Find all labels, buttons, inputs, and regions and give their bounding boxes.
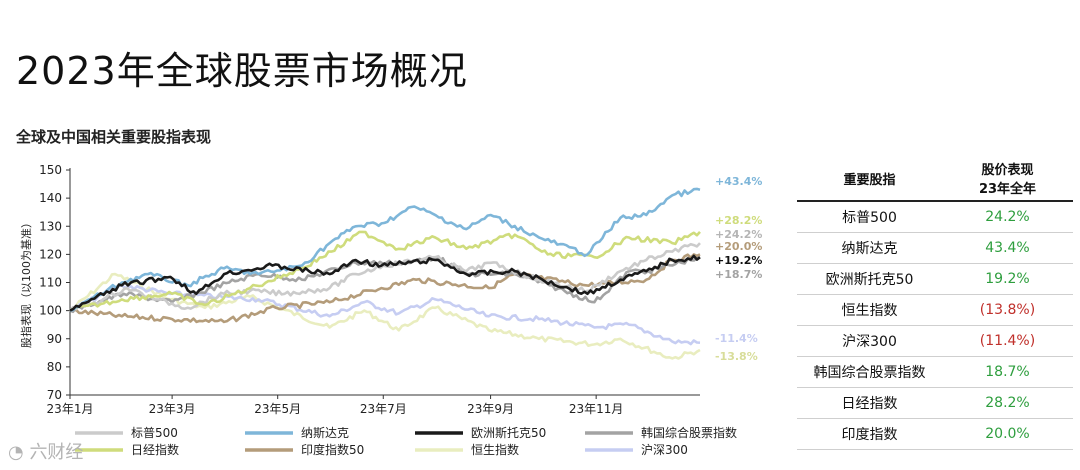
- table-row: 日经指数 28.2%: [797, 387, 1073, 419]
- table-row: 欧洲斯托克50 19.2%: [797, 263, 1073, 295]
- x-tick-label: 23年9月: [467, 402, 514, 416]
- legend-label: 日经指数: [131, 442, 179, 457]
- y-tick-label: 120: [39, 247, 62, 261]
- table-row: 纳斯达克 43.4%: [797, 232, 1073, 264]
- legend-label: 恒生指数: [471, 442, 519, 457]
- legend-label: 沪深300: [641, 443, 688, 457]
- series-end-label: -13.8%: [715, 350, 758, 363]
- table-row: 印度指数 20.0%: [797, 418, 1073, 450]
- table-cell-index-name: 沪深300: [797, 325, 942, 357]
- y-tick-label: 150: [39, 163, 62, 177]
- table-row: 韩国综合股票指数 18.7%: [797, 356, 1073, 388]
- table-cell-index-name: 标普500: [797, 201, 942, 233]
- x-tick-label: 23年3月: [149, 402, 196, 416]
- series-line: [69, 255, 701, 314]
- legend-label: 欧洲斯托克50: [471, 426, 546, 440]
- table-cell-performance: (13.8%): [942, 294, 1073, 326]
- page-title: 2023年全球股票市场概况: [16, 49, 468, 93]
- table-row: 标普500 24.2%: [797, 201, 1073, 233]
- watermark-logo: ◔ 六财经: [8, 442, 84, 463]
- table-cell-performance: 20.0%: [942, 418, 1073, 450]
- chart-title: 全球及中国相关重要股指表现: [16, 128, 212, 146]
- table-body: 标普500 24.2% 纳斯达克 43.4% 欧洲斯托克50 19.2% 恒生指数 (13.8…: [797, 201, 1073, 450]
- table-cell-index-name: 日经指数: [797, 387, 942, 419]
- legend-label: 标普500: [131, 426, 178, 440]
- y-tick-label: 140: [39, 191, 62, 205]
- table-cell-performance: 24.2%: [942, 201, 1073, 233]
- table-header-performance-line2: 23年全年: [978, 182, 1037, 197]
- series-end-label: +43.4%: [715, 175, 762, 188]
- series-line: [69, 284, 701, 346]
- table-cell-index-name: 欧洲斯托克50: [797, 263, 942, 295]
- watermark-text: 六财经: [29, 442, 84, 463]
- series-end-label: +24.2%: [715, 228, 762, 241]
- legend-label: 印度指数50: [301, 442, 364, 457]
- series-line: [69, 254, 701, 312]
- table-cell-performance: 43.4%: [942, 232, 1073, 264]
- y-tick-label: 100: [39, 304, 62, 318]
- table-cell-index-name: 韩国综合股票指数: [797, 356, 942, 388]
- table-row: 沪深300 (11.4%): [797, 325, 1073, 357]
- x-tick-label: 23年5月: [254, 402, 301, 416]
- legend-label: 纳斯达克: [301, 426, 349, 440]
- line-chart: 70 80 90 100 110 120 130 140 150 23年1月 23年3月 23年5月 2…: [19, 163, 762, 457]
- table-cell-performance: 18.7%: [942, 356, 1073, 388]
- table-cell-index-name: 纳斯达克: [797, 232, 942, 264]
- y-tick-label: 80: [47, 360, 62, 374]
- table-cell-index-name: 印度指数: [797, 418, 942, 450]
- series-end-label: +18.7%: [715, 268, 762, 281]
- series-line: [69, 230, 701, 312]
- table-header-performance: 股价表现 23年全年: [942, 156, 1073, 202]
- series-end-label: +19.2%: [715, 254, 762, 267]
- y-axis-label: 股指表现（以100为基准）: [19, 217, 33, 348]
- table-header-performance-line1: 股价表现: [981, 163, 1034, 178]
- index-performance-table: 重要股指 股价表现 23年全年 标普500 24.2% 纳斯达克 43.4% 欧洲斯托克…: [797, 156, 1073, 450]
- table-cell-performance: (11.4%): [942, 325, 1073, 357]
- table-cell-index-name: 恒生指数: [797, 294, 942, 326]
- legend-label: 韩国综合股票指数: [641, 425, 737, 440]
- y-tick-label: 130: [39, 219, 62, 233]
- series-end-label: +28.2%: [715, 214, 762, 227]
- y-tick-label: 110: [39, 276, 62, 290]
- table-row: 恒生指数 (13.8%): [797, 294, 1073, 326]
- series-end-label: -11.4%: [715, 332, 758, 345]
- x-tick-label: 23年11月: [569, 402, 624, 416]
- series-end-label: +20.0%: [715, 240, 762, 253]
- table-cell-performance: 28.2%: [942, 387, 1073, 419]
- table-header-index: 重要股指: [797, 156, 942, 202]
- x-tick-label: 23年1月: [47, 402, 94, 416]
- y-tick-label: 90: [47, 332, 62, 346]
- table-header-row: 重要股指 股价表现 23年全年: [797, 156, 1073, 202]
- y-tick-label: 70: [47, 388, 62, 402]
- x-tick-label: 23年7月: [360, 402, 407, 416]
- table-cell-performance: 19.2%: [942, 263, 1073, 295]
